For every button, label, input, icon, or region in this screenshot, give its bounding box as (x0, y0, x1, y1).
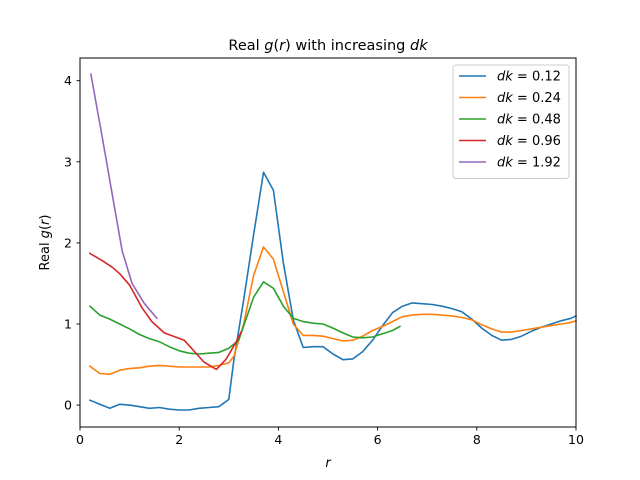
legend: dk = 0.12 dk = 0.24 dk = 0.48 dk = 0.96 dk =… (452, 64, 570, 179)
series-line-1 (88, 246, 578, 376)
x-tick-label: 6 (374, 432, 382, 447)
legend-box (452, 64, 570, 179)
x-tick-label: 2 (175, 432, 183, 447)
x-tick-label: 0 (76, 432, 84, 447)
legend-label: dk = 0.48 (497, 113, 561, 128)
series-line-4 (89, 73, 159, 320)
y-tick-label: 0 (64, 398, 72, 413)
y-axis-label: Real g(r) (38, 215, 53, 271)
legend-label: dk = 0.24 (497, 91, 561, 106)
series-line-2 (88, 280, 401, 355)
y-tick-label: 2 (64, 235, 72, 250)
x-tick-label: 10 (568, 432, 584, 447)
y-axis: 0 1 2 3 4 (64, 73, 80, 413)
y-tick-label: 1 (64, 317, 72, 332)
series-line-0 (88, 171, 578, 411)
plot-area (88, 73, 578, 411)
y-tick-label: 3 (64, 154, 72, 169)
legend-label: dk = 0.12 (497, 70, 561, 85)
legend-label: dk = 0.96 (497, 134, 561, 149)
legend-label: dk = 1.92 (497, 156, 561, 171)
x-axis-label: r (325, 456, 332, 471)
x-tick-label: 8 (473, 432, 481, 447)
series-line-3 (88, 252, 243, 371)
x-tick-label: 4 (274, 432, 282, 447)
x-axis: 0 2 4 6 8 10 (76, 427, 584, 447)
axes-frame (79, 57, 577, 428)
y-tick-label: 4 (64, 73, 72, 88)
chart-title: Real g(r) with increasing dk (228, 38, 428, 54)
